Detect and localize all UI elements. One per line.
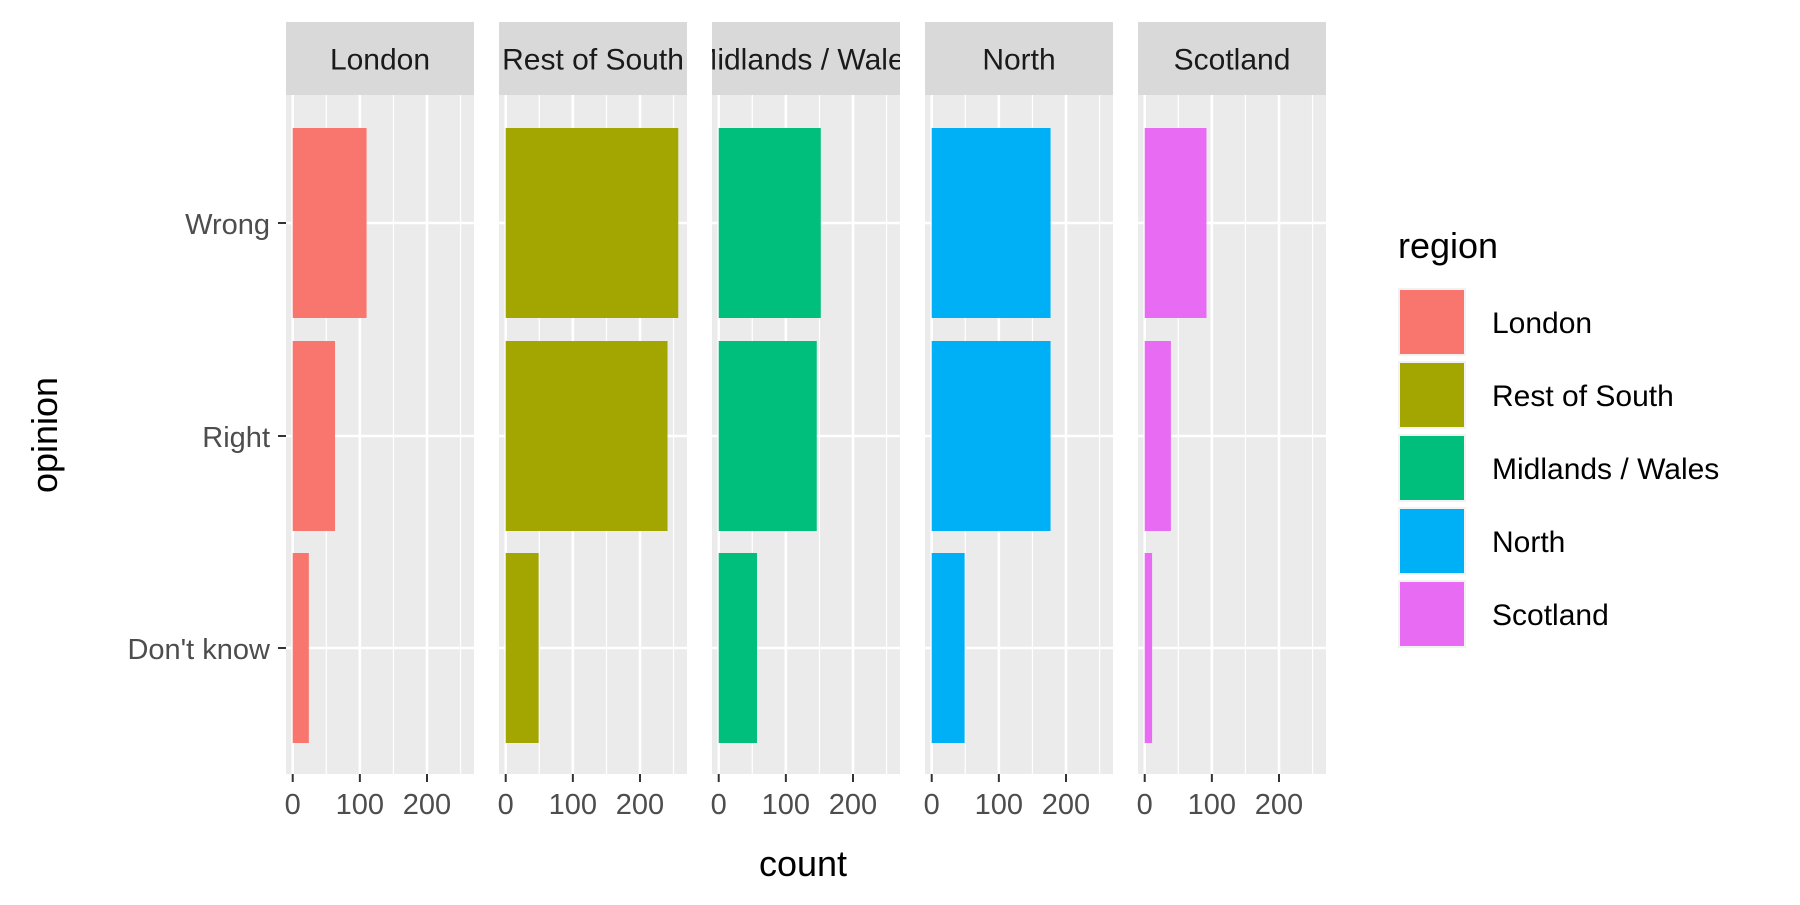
legend-key (1400, 290, 1464, 354)
x-tick-label: 100 (336, 789, 384, 821)
facet-strip-label: Rest of South (502, 44, 684, 77)
legend-title: region (1398, 225, 1498, 266)
facet-strip (712, 22, 900, 95)
bar (718, 553, 757, 743)
y-axis: Wrong Right Don't know (127, 209, 286, 666)
facet-strip-label: North (982, 44, 1055, 77)
x-tick-label: 100 (762, 789, 810, 821)
facet-strip-label: Scotland (1174, 44, 1291, 77)
facet-panel: North 0 100 200 (924, 22, 1113, 821)
bar (718, 341, 817, 531)
x-tick-label: 0 (498, 789, 514, 821)
bar (1144, 128, 1207, 318)
x-tick-label: 200 (1042, 789, 1090, 821)
x-tick-label: 200 (616, 789, 664, 821)
x-tick-label: 0 (285, 789, 301, 821)
legend-key (1400, 582, 1464, 646)
facet-strip (499, 22, 687, 95)
facet-strip-label: Midlands / Wales (692, 44, 919, 77)
y-tick-label: Right (202, 422, 270, 454)
y-axis-title: opinion (24, 377, 65, 493)
bar (1144, 341, 1171, 531)
facet-panel: Midlands / Wales 0 100 200 (692, 22, 919, 821)
bar (931, 341, 1051, 531)
facet-panel: London 0 100 200 (285, 22, 474, 821)
facet-strip (286, 22, 474, 95)
x-tick-label: 0 (1137, 789, 1153, 821)
x-tick-label: 0 (711, 789, 727, 821)
x-tick-label: 200 (403, 789, 451, 821)
y-tick-label: Wrong (185, 209, 270, 241)
bar (505, 341, 668, 531)
bar (292, 341, 336, 531)
legend: region London Rest of South Midlands / Wal… (1398, 225, 1719, 648)
x-tick-label: 0 (924, 789, 940, 821)
legend-key (1400, 363, 1464, 427)
legend-label: Rest of South (1492, 380, 1674, 413)
legend-label: Midlands / Wales (1492, 453, 1719, 486)
facet-panel: Scotland 0 100 200 (1137, 22, 1326, 821)
legend-label: North (1492, 526, 1565, 559)
legend-key (1400, 509, 1464, 573)
bar (718, 128, 821, 318)
legend-label: London (1492, 307, 1592, 340)
bar (1144, 553, 1153, 743)
x-tick-label: 100 (549, 789, 597, 821)
x-tick-label: 200 (1255, 789, 1303, 821)
x-tick-label: 200 (829, 789, 877, 821)
bar (931, 553, 965, 743)
x-tick-label: 100 (1188, 789, 1236, 821)
bar (292, 128, 367, 318)
facet-strip (925, 22, 1113, 95)
legend-key (1400, 436, 1464, 500)
x-tick-label: 100 (975, 789, 1023, 821)
bar (505, 553, 539, 743)
facet-panel: Rest of South 0 100 200 (498, 22, 687, 821)
bar (931, 128, 1051, 318)
legend-label: Scotland (1492, 599, 1609, 632)
facet-strip (1138, 22, 1326, 95)
bar (292, 553, 309, 743)
x-axis-title: count (759, 843, 847, 884)
bar (505, 128, 679, 318)
facet-strip-label: London (330, 44, 430, 77)
y-tick-label: Don't know (127, 634, 271, 666)
